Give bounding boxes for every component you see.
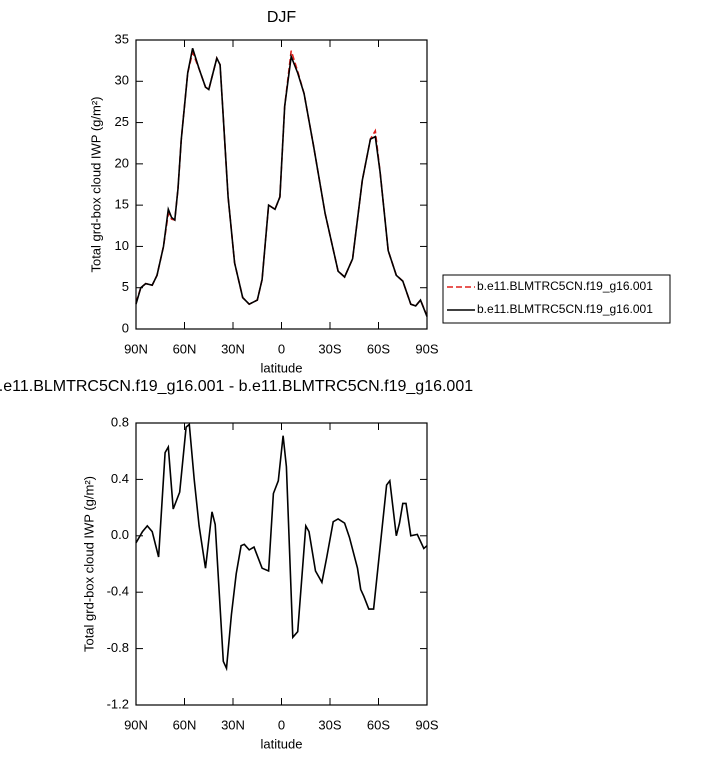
legend-box [442,274,671,324]
x-axis-label: latitude [261,360,303,375]
legend-label: b.e11.BLMTRC5CN.f19_g16.001 [477,279,653,293]
y-tick-label: 30 [115,73,129,88]
x-tick-label: 30S [318,341,341,356]
x-tick-label: 90N [124,717,148,732]
y-tick-label: 35 [115,31,129,46]
x-tick-label: 30N [221,341,245,356]
x-tick-label: 60S [367,341,390,356]
plot-frame [135,422,428,706]
y-axis-label: Total grd-box cloud IWP (g/m²) [88,96,103,272]
chart-title: b.e11.BLMTRC5CN.f19_g16.001 - b.e11.BLMT… [0,378,473,395]
x-axis-label: latitude [261,736,303,751]
x-tick-label: 60S [367,717,390,732]
y-tick-label: -1.2 [107,696,129,711]
x-tick-label: 0 [278,717,285,732]
y-tick-label: 25 [115,114,129,129]
y-tick-label: 0.8 [111,414,129,429]
data-line [135,49,428,317]
data-line [135,48,428,317]
x-tick-label: 30N [221,717,245,732]
y-tick-label: 5 [122,279,129,294]
y-tick-label: -0.8 [107,640,129,655]
x-tick-label: 60N [173,717,197,732]
x-tick-label: 60N [173,341,197,356]
x-tick-label: 30S [318,717,341,732]
chart-title: DJF [267,9,297,26]
y-tick-label: 10 [115,238,129,253]
y-tick-label: 15 [115,197,129,212]
x-tick-label: 90S [415,717,438,732]
y-tick-label: 0.0 [111,527,129,542]
y-tick-label: 20 [115,155,129,170]
plot-frame [135,39,428,330]
data-line [135,422,428,672]
y-tick-label: 0.4 [111,471,129,486]
y-axis-label: Total grd-box cloud IWP (g/m²) [81,476,96,652]
x-tick-label: 90N [124,341,148,356]
x-tick-label: 90S [415,341,438,356]
y-tick-label: -0.4 [107,584,129,599]
y-tick-label: 0 [122,320,129,335]
x-tick-label: 0 [278,341,285,356]
legend-label: b.e11.BLMTRC5CN.f19_g16.001 [477,302,653,316]
